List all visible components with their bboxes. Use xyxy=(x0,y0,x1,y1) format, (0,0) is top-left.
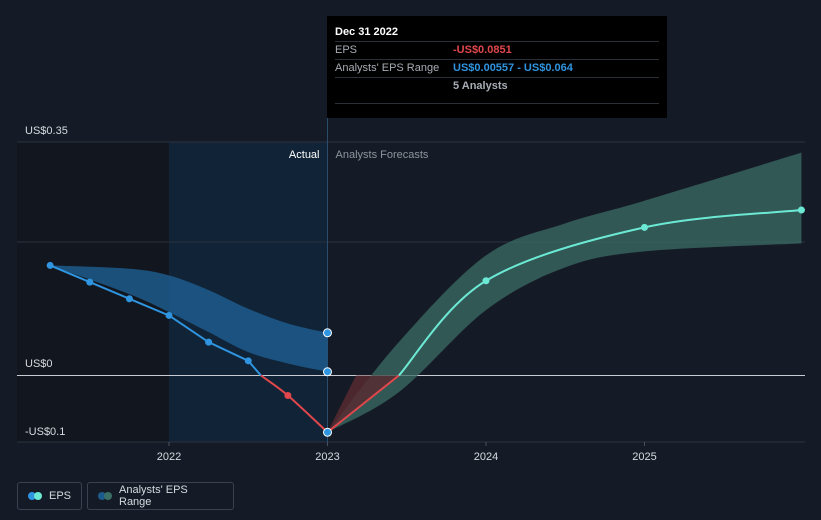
axis-labels: US$0.35 US$0 -US$0.1 2022 2023 2024 2025 Actual… xyxy=(25,125,657,463)
eps-point xyxy=(125,295,133,303)
forecast-point xyxy=(797,206,805,214)
eps-point xyxy=(165,311,173,319)
eps-point xyxy=(323,427,332,437)
tooltip-eps-label: EPS xyxy=(335,44,358,56)
forecast-point xyxy=(482,277,490,285)
tooltip-divider xyxy=(335,103,659,104)
eps-point xyxy=(46,261,54,269)
tooltip: Dec 31 2022 EPS -US$0.0851 Analysts' EPS… xyxy=(327,16,667,118)
x-tick-label: 2025 xyxy=(632,451,656,463)
legend-range[interactable]: Analysts' EPS Range xyxy=(87,482,234,510)
tooltip-range-value: US$0.00557 - US$0.064 xyxy=(453,62,573,74)
tooltip-date: Dec 31 2022 xyxy=(335,26,398,38)
y-tick-label: -US$0.1 xyxy=(25,426,65,438)
forecast-label: Analysts Forecasts xyxy=(336,149,429,161)
x-tick-label: 2024 xyxy=(474,451,498,463)
tooltip-eps-value: -US$0.0851 xyxy=(453,44,512,56)
eps-forecast-line xyxy=(398,209,802,377)
eps-point xyxy=(86,278,94,286)
eps-point xyxy=(244,357,252,365)
tooltip-range-label: Analysts' EPS Range xyxy=(335,62,440,74)
tooltip-analysts-count: 5 Analysts xyxy=(453,80,508,92)
legend-eps[interactable]: EPS xyxy=(17,482,82,510)
y-tick-label: US$0 xyxy=(25,358,53,370)
range-legend-icon xyxy=(98,492,112,500)
tooltip-range-row: Analysts' EPS Range US$0.00557 - US$0.06… xyxy=(335,59,659,77)
forecast-point xyxy=(641,223,648,231)
eps-legend-icon xyxy=(28,492,42,500)
forecast-range-area xyxy=(327,152,802,433)
eps-point xyxy=(205,338,213,346)
x-tick-label: 2023 xyxy=(315,451,339,463)
legend-eps-label: EPS xyxy=(49,490,72,502)
legend-range-label: Analysts' EPS Range xyxy=(119,484,188,508)
tooltip-eps-row: EPS -US$0.0851 xyxy=(335,41,659,59)
eps-forecast-negative-line xyxy=(326,374,400,434)
actual-range-area xyxy=(50,265,328,372)
range-low-point xyxy=(323,367,332,377)
range-high-point xyxy=(323,328,332,338)
actual-label: Actual xyxy=(289,149,320,161)
eps-points xyxy=(46,206,805,437)
tooltip-analysts-row: 5 Analysts xyxy=(335,77,659,95)
eps-point xyxy=(284,392,292,400)
x-tick-label: 2022 xyxy=(157,451,181,463)
y-tick-label: US$0.35 xyxy=(25,125,68,137)
